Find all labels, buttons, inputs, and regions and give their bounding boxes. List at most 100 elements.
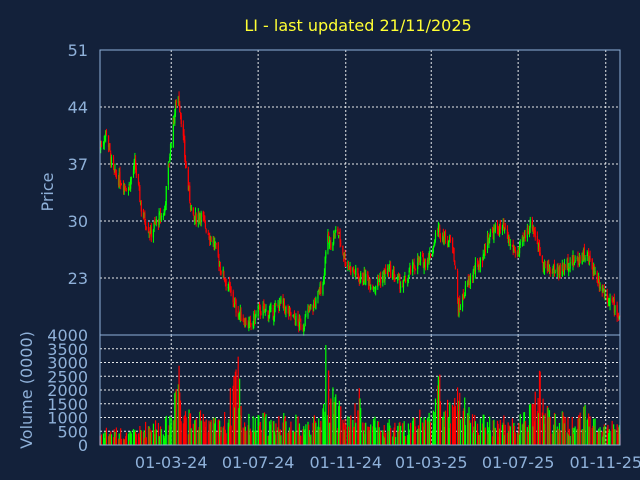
volume-bar: [222, 427, 224, 445]
candle-body: [343, 253, 345, 258]
candle-body: [349, 264, 351, 269]
volume-bar: [603, 424, 605, 445]
volume-bar: [553, 412, 556, 445]
volume-bar: [464, 425, 467, 445]
volume-bar: [607, 424, 609, 445]
volume-bar: [164, 435, 166, 445]
candle-body: [265, 309, 267, 311]
volume-bar: [329, 422, 331, 445]
volume-bar: [375, 427, 377, 445]
candle-body: [215, 243, 217, 245]
volume-bar: [115, 437, 117, 445]
volume-bar: [532, 426, 534, 445]
candle-body: [588, 257, 590, 263]
candle-body: [394, 278, 396, 280]
volume-bar: [563, 415, 565, 445]
candle-body: [153, 222, 155, 229]
candle-body: [120, 183, 122, 186]
volume-bar: [422, 426, 424, 445]
volume-bar: [297, 416, 299, 445]
candle-body: [352, 268, 355, 272]
volume-bar: [464, 397, 466, 445]
candle-body: [162, 216, 164, 218]
volume-bar: [317, 426, 319, 445]
candle-body: [468, 278, 470, 283]
candle-body: [466, 281, 469, 286]
candle-body: [509, 244, 511, 246]
volume-bar: [113, 429, 115, 445]
candle-body: [589, 255, 591, 261]
candle-body: [417, 257, 419, 270]
volume-bar: [110, 434, 112, 445]
candle-body: [384, 270, 386, 281]
candle-body: [612, 299, 614, 302]
volume-bar: [208, 420, 210, 445]
volume-bar: [507, 422, 509, 445]
candle-body: [447, 241, 449, 246]
candle-body: [150, 226, 152, 237]
candle-body: [152, 229, 155, 238]
volume-bar: [617, 427, 620, 445]
volume-bar: [612, 424, 615, 445]
volume-bar: [308, 424, 310, 445]
candle-body: [214, 241, 216, 245]
candle-body: [299, 318, 301, 322]
candle-body: [308, 306, 311, 308]
candle-body: [400, 286, 402, 288]
candle-body: [437, 226, 439, 233]
volume-bar: [593, 426, 595, 445]
volume-bar: [313, 416, 315, 445]
volume-bar: [228, 419, 230, 445]
volume-bar: [108, 434, 110, 445]
volume-bar: [293, 431, 296, 445]
candle-body: [443, 237, 445, 245]
candle-body: [427, 259, 429, 268]
volume-bar: [597, 434, 599, 445]
volume-bar: [290, 421, 292, 445]
volume-bar: [522, 423, 524, 445]
candle-body: [374, 287, 376, 290]
candle-body: [447, 243, 449, 248]
volume-bar: [218, 419, 220, 445]
candle-body: [369, 278, 371, 288]
candle-body: [277, 304, 279, 306]
volume-bar: [498, 436, 500, 445]
volume-bar: [249, 428, 251, 445]
candle-body: [568, 267, 571, 269]
candle-body: [403, 280, 405, 282]
volume-bar: [103, 438, 105, 445]
candle-body: [452, 238, 454, 248]
volume-bar: [424, 430, 426, 445]
candle-body: [354, 272, 356, 276]
candle-body: [123, 184, 125, 193]
candle-body: [128, 183, 130, 191]
candle-body: [268, 315, 270, 318]
volume-tick-label: 4000: [47, 326, 88, 345]
candle-body: [324, 256, 326, 275]
candle-body: [413, 263, 415, 268]
candle-body: [258, 304, 261, 306]
candle-body: [499, 221, 501, 230]
candle-body: [608, 302, 610, 304]
volume-bar: [345, 424, 347, 445]
candle-body: [573, 262, 576, 266]
candle-body: [204, 215, 206, 221]
candle-body: [496, 223, 499, 229]
candle-body: [334, 231, 336, 239]
candle-body: [149, 227, 152, 234]
volume-bar: [277, 427, 279, 445]
candle-body: [333, 234, 335, 244]
candle-body: [117, 178, 120, 186]
x-tick-label: 01-07-24: [222, 453, 295, 472]
volume-bar: [273, 431, 276, 445]
candle-body: [288, 308, 291, 314]
volume-bar: [504, 424, 506, 445]
volume-bar: [263, 412, 266, 445]
volume-bar: [125, 432, 127, 445]
volume-bar: [334, 397, 336, 445]
volume-bar: [484, 431, 486, 445]
candle-body: [292, 315, 294, 317]
candle-body: [542, 263, 544, 268]
candle-body: [499, 224, 501, 235]
volume-bar: [204, 421, 206, 445]
